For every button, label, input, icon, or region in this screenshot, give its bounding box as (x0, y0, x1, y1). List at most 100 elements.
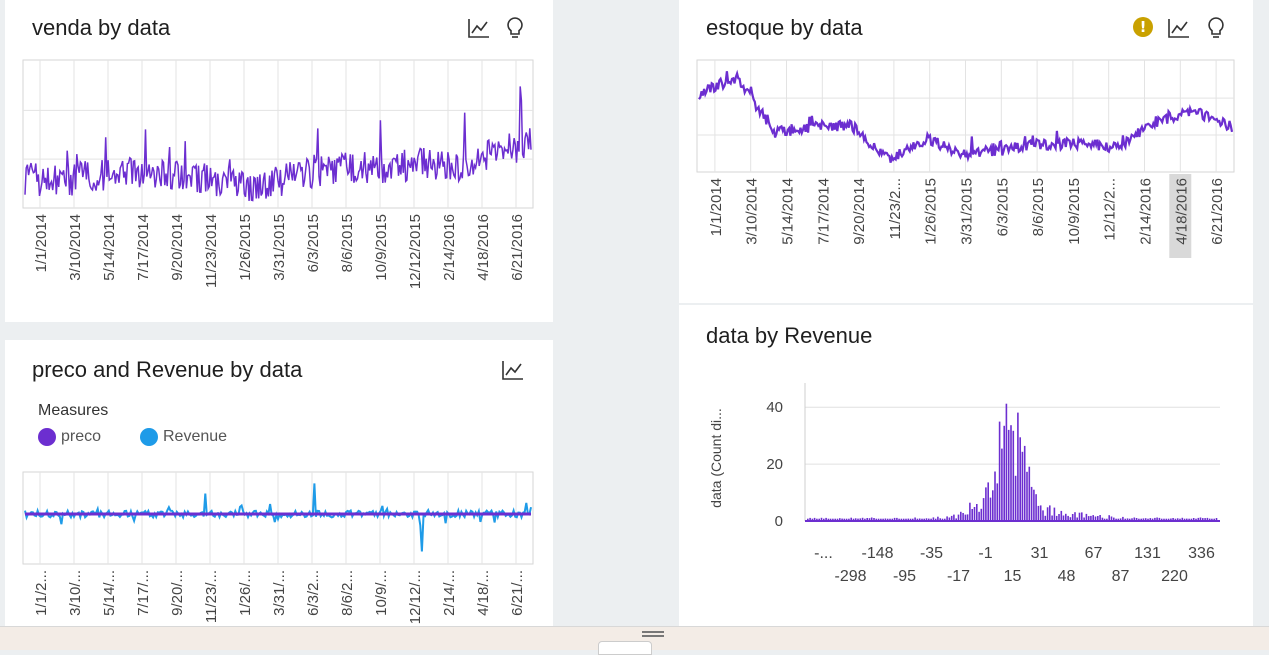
histogram-bar (930, 518, 932, 521)
histogram-bar (925, 518, 928, 521)
histogram-bar (1126, 518, 1129, 521)
histogram-bar (891, 518, 894, 521)
x-tick-label: 2/14/... (441, 570, 458, 616)
data-by-revenue-title: data by Revenue (706, 323, 873, 348)
y-axis-label: data (Count di... (708, 408, 724, 508)
x-tick-label: 6/21/2016 (1209, 178, 1226, 245)
x-tick-label: -148 (861, 545, 893, 562)
histogram-bar (1160, 518, 1163, 521)
histogram-bar (982, 498, 985, 521)
histogram-bar (1021, 451, 1024, 521)
histogram-bar (832, 518, 834, 521)
histogram-bar (902, 518, 905, 521)
trend-line-icon[interactable] (1166, 15, 1192, 41)
x-tick-label: 6/21/... (509, 570, 526, 616)
histogram-bar (1007, 429, 1010, 521)
histogram-bar (1165, 518, 1168, 521)
histogram-bar (813, 517, 816, 521)
histogram-bar (1108, 515, 1110, 521)
histogram-bar (1062, 515, 1065, 521)
histogram-bar (854, 518, 857, 521)
plot-frame (22, 59, 534, 209)
preco-revenue-card: preco and Revenue by data Measures preco… (5, 340, 553, 626)
histogram-bar (1053, 507, 1056, 521)
y-tick-label: 40 (766, 399, 783, 416)
histogram-bar (1046, 507, 1049, 521)
histogram-bar (939, 518, 941, 521)
estoque-chart: 1/1/2014 3/10/2014 5/14/2014 7/17/2014 9/20/… (696, 59, 1235, 258)
histogram-bar (1030, 486, 1033, 521)
histogram-bar (909, 518, 912, 521)
histogram-bar (941, 518, 944, 521)
histogram-bar (980, 508, 983, 521)
histogram-bar (1092, 515, 1094, 521)
histogram-bar (994, 471, 996, 521)
x-tick-label: 6/21/2016 (509, 214, 526, 281)
histogram-bar (1065, 513, 1067, 521)
histogram-bar (1087, 516, 1090, 521)
x-tick-label: 1/26/2015 (237, 214, 254, 281)
warning-icon[interactable]: ! (1133, 17, 1153, 37)
estoque-card: estoque by data ! 1/1/2014 3/10/2014 5/14/… (679, 0, 1253, 303)
histogram-bar (912, 518, 914, 521)
histogram-bar (1099, 515, 1101, 521)
histogram-bar (880, 518, 882, 521)
histogram-bar (1033, 489, 1035, 521)
histogram-bar (978, 511, 980, 521)
histogram-bar (886, 518, 889, 521)
lightbulb-icon[interactable] (1203, 15, 1229, 41)
histogram-bar (1131, 518, 1133, 521)
histogram-bar (1074, 512, 1076, 521)
x-tick-label: 1/1/2014 (708, 178, 725, 236)
histogram-bar (1211, 518, 1213, 521)
resize-grip-icon[interactable] (642, 631, 664, 637)
y-tick-label: 0 (775, 513, 783, 530)
histogram-bar (946, 516, 948, 521)
histogram-bar (1204, 518, 1206, 521)
legend-item-preco[interactable]: preco (38, 428, 101, 446)
histogram-bar (1156, 517, 1158, 521)
histogram-bar (921, 518, 923, 521)
histogram-bar (1042, 510, 1044, 521)
histogram-bar (859, 518, 862, 521)
x-tick-label: 6/3/2... (305, 570, 322, 616)
histogram-bar (1097, 516, 1099, 521)
histogram-bar (1158, 517, 1161, 521)
histogram-bar (1085, 513, 1088, 521)
histogram-bar (1181, 517, 1184, 521)
histogram-bar (1151, 518, 1154, 521)
x-tick-label: -... (814, 545, 833, 562)
histogram-bar (1197, 517, 1200, 521)
histogram-bar (1044, 515, 1047, 521)
histogram-bar (820, 517, 823, 521)
x-tick-label: 3/10/2014 (744, 178, 761, 245)
lightbulb-icon[interactable] (502, 15, 528, 41)
histogram-bar (934, 518, 937, 521)
bottom-resize-bar[interactable] (0, 626, 1269, 655)
trend-line-icon[interactable] (466, 15, 492, 41)
trend-line-icon[interactable] (500, 357, 526, 383)
histogram-bar (843, 518, 846, 521)
histogram-bar (1090, 515, 1092, 521)
tab-handle[interactable] (598, 641, 652, 655)
histogram-bar (1149, 518, 1152, 521)
histogram-bar (948, 517, 951, 521)
estoque-title: estoque by data (706, 15, 863, 40)
histogram-bar (996, 483, 999, 521)
legend-item-revenue[interactable]: Revenue (140, 428, 227, 446)
histogram-bar (998, 421, 1001, 521)
histogram-bar (1179, 518, 1181, 521)
y-tick-label: 20 (766, 456, 783, 473)
histogram-bar (1028, 466, 1031, 521)
histogram-bar (900, 518, 903, 521)
histogram-bar (1017, 412, 1019, 521)
histogram-bar (1154, 517, 1156, 521)
histogram-bar (1190, 518, 1193, 521)
histogram-bar (973, 507, 976, 521)
histogram-bar (875, 518, 878, 521)
histogram-bar (1103, 518, 1106, 521)
x-tick-label: 12/12/... (407, 570, 424, 624)
x-tick-label: 1/1/2... (33, 570, 50, 616)
histogram-bar (825, 517, 827, 521)
x-tick-label: 15 (1004, 568, 1022, 585)
